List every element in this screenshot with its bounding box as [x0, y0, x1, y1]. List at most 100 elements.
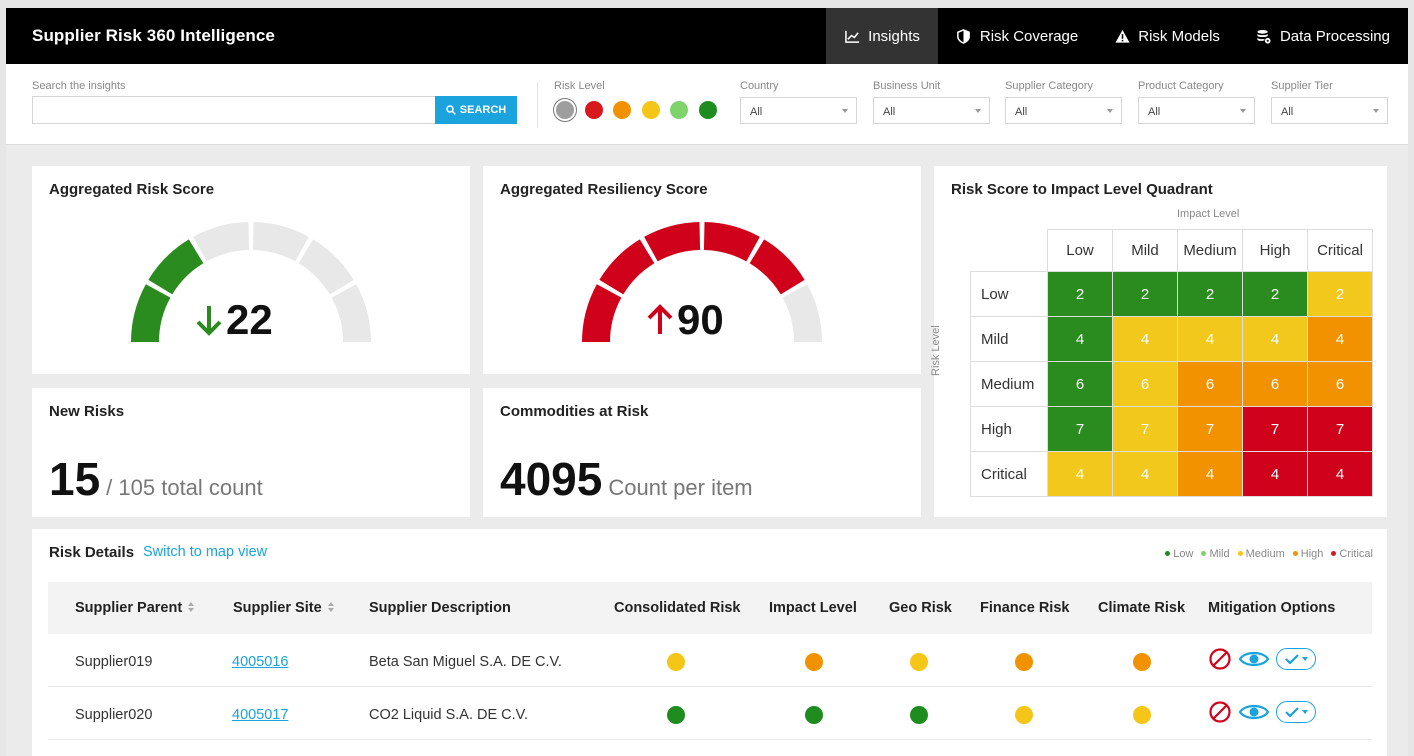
quadrant-cell[interactable]: 4 [1307, 451, 1373, 497]
business-unit-dropdown[interactable]: All [873, 97, 990, 124]
risk-details-title: Risk Details [49, 544, 135, 561]
country-dropdown[interactable]: All [740, 97, 857, 124]
quadrant-row: Critical 4 4 4 4 4 [970, 451, 1373, 497]
quadrant-cell[interactable]: 4 [1242, 451, 1308, 497]
nav-data-processing[interactable]: Data Processing [1238, 8, 1408, 64]
commodities-card: Commodities at Risk 4095 Count per item [483, 388, 921, 517]
app-title: Supplier Risk 360 Intelligence [32, 26, 275, 45]
quadrant-cell[interactable]: 7 [1242, 406, 1308, 452]
risk-level-axis-label: Risk Level [930, 325, 942, 376]
resiliency-score-gauge [582, 222, 822, 342]
supplier-site-link[interactable]: 4005016 [232, 654, 289, 670]
quadrant-cell[interactable]: 6 [1177, 361, 1243, 407]
gauge-segment [298, 239, 354, 295]
supplier-category-dropdown[interactable]: All [1005, 97, 1122, 124]
nav-insights[interactable]: Insights [826, 8, 938, 64]
nav-insights-label: Insights [868, 27, 920, 45]
quadrant-cell[interactable]: 4 [1112, 316, 1178, 362]
legend-dot [1165, 550, 1171, 556]
col-finance-risk: Finance Risk [980, 600, 1070, 616]
supplier-tier-dropdown[interactable]: All [1271, 97, 1388, 124]
risk-level-dot[interactable] [641, 101, 660, 119]
quadrant-cell[interactable]: 2 [1307, 271, 1373, 317]
warning-icon [1114, 28, 1130, 44]
impact-level-axis-label: Impact Level [1177, 208, 1240, 220]
risk-level-dot[interactable] [613, 101, 631, 119]
quadrant-cell[interactable]: 4 [1112, 451, 1178, 497]
resiliency-score-title: Aggregated Resiliency Score [500, 181, 708, 198]
quadrant-cell[interactable]: 2 [1047, 271, 1113, 317]
quadrant-cell[interactable]: 4 [1177, 316, 1243, 362]
chart-line-icon [844, 28, 860, 44]
quadrant-cell[interactable]: 4 [1242, 316, 1308, 362]
col-supplier-description: Supplier Description [369, 600, 511, 616]
col-supplier-site-label: Supplier Site [233, 600, 322, 616]
quadrant-cell[interactable]: 6 [1112, 361, 1178, 407]
product-category-dropdown[interactable]: All [1138, 97, 1255, 124]
gauge-segment [599, 239, 655, 295]
risk-legend: Low Mild Medium High Critical [1165, 548, 1373, 560]
quadrant-cell[interactable]: 2 [1112, 271, 1178, 317]
new-risks-value-wrap: 15/ 105 total count [49, 452, 263, 506]
quadrant-cell[interactable]: 4 [1047, 451, 1113, 497]
quadrant-cell[interactable]: 7 [1047, 406, 1113, 452]
risk-score-value-wrap: 22 [194, 296, 273, 344]
quadrant-cell[interactable]: 4 [1177, 451, 1243, 497]
risk-level-dot[interactable] [556, 101, 574, 119]
quadrant-cell[interactable]: 7 [1307, 406, 1373, 452]
col-supplier-parent[interactable]: Supplier Parent [75, 600, 195, 616]
product-category-value: All [1148, 106, 1161, 118]
quadrant-cell[interactable]: 6 [1242, 361, 1308, 407]
commodities-value: 4095 [500, 453, 603, 505]
search-button[interactable]: SEARCH [435, 96, 517, 124]
legend-label: Medium [1245, 548, 1285, 560]
gauge-segment [252, 222, 309, 262]
approve-dropdown-button[interactable] [1276, 701, 1316, 723]
block-icon[interactable] [1208, 700, 1232, 724]
col-supplier-site[interactable]: Supplier Site [233, 600, 335, 616]
quadrant-corner [971, 230, 1048, 272]
gauge-segment [749, 239, 805, 295]
block-icon[interactable] [1208, 647, 1232, 671]
quadrant-row-label: Medium [970, 361, 1048, 407]
risk-level-dot[interactable] [698, 101, 717, 119]
quadrant-cell[interactable]: 4 [1047, 316, 1113, 362]
approve-dropdown-button[interactable] [1276, 648, 1316, 670]
quadrant-cell[interactable]: 7 [1112, 406, 1178, 452]
consolidated-risk-dot [667, 706, 685, 724]
nav-risk-coverage[interactable]: Risk Coverage [938, 8, 1096, 64]
col-consolidated-risk: Consolidated Risk [614, 600, 741, 616]
legend-label: Critical [1339, 548, 1373, 560]
legend-label: Mild [1209, 548, 1230, 560]
quadrant-cell[interactable]: 4 [1307, 316, 1373, 362]
switch-to-map-link[interactable]: Switch to map view [143, 544, 268, 560]
database-cog-icon [1256, 28, 1272, 44]
commodities-subtitle: Count per item [608, 475, 753, 500]
filter-divider [537, 82, 538, 128]
quadrant-row-label: Mild [970, 316, 1048, 362]
quadrant-cell[interactable]: 6 [1307, 361, 1373, 407]
legend-item: Mild [1201, 548, 1230, 560]
nav-risk-models[interactable]: Risk Models [1096, 8, 1238, 64]
country-label: Country [740, 80, 779, 92]
supplier-site-link[interactable]: 4005017 [232, 707, 289, 723]
gauge-segment [193, 222, 250, 262]
eye-icon[interactable] [1238, 648, 1270, 670]
main-nav: Insights Risk Coverage Risk Models Data … [826, 8, 1408, 64]
quadrant-cell[interactable]: 7 [1177, 406, 1243, 452]
gauge-segment [131, 284, 171, 342]
quadrant-cell[interactable]: 2 [1242, 271, 1308, 317]
chevron-down-icon [1301, 657, 1308, 661]
eye-icon[interactable] [1238, 701, 1270, 723]
sort-icon [188, 602, 195, 613]
risk-level-dot[interactable] [584, 101, 603, 119]
legend-dot [1331, 550, 1337, 556]
quadrant-col-critical: Critical [1307, 229, 1373, 272]
risk-level-dot[interactable] [670, 101, 688, 119]
chevron-down-icon [1107, 109, 1113, 113]
quadrant-cell[interactable]: 2 [1177, 271, 1243, 317]
search-input[interactable] [32, 96, 436, 124]
chevron-down-icon [1373, 109, 1379, 113]
quadrant-cell[interactable]: 6 [1047, 361, 1113, 407]
resiliency-score-card: Aggregated Resiliency Score 90 [483, 166, 921, 374]
